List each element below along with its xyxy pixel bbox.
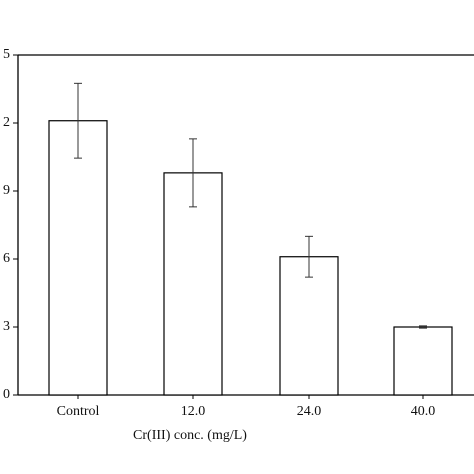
bar: [163, 172, 223, 396]
bar: [48, 120, 108, 396]
y-tick-label: 3: [3, 319, 10, 334]
y-tick-label: 6: [3, 251, 10, 266]
x-axis-label: Cr(III) conc. (mg/L): [133, 428, 247, 443]
x-tick-label: 24.0: [297, 404, 322, 419]
bar: [393, 326, 453, 396]
x-tick-label: 40.0: [411, 404, 436, 419]
x-tick-label: 12.0: [181, 404, 206, 419]
x-tick-label: Control: [57, 404, 100, 419]
y-tick-label: 2: [3, 115, 10, 130]
y-tick-label: 0: [3, 387, 10, 402]
y-tick-label: 9: [3, 183, 10, 198]
y-tick-label: 5: [3, 47, 10, 62]
